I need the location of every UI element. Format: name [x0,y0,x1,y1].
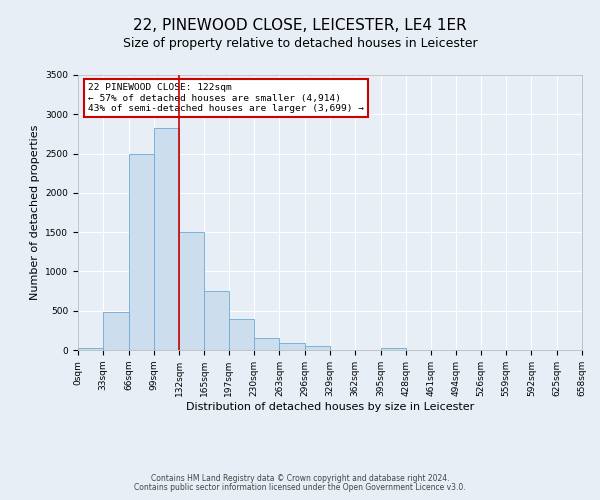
Bar [229,318,254,350]
Bar [205,291,229,350]
Bar [78,348,103,350]
Y-axis label: Number of detached properties: Number of detached properties [30,125,40,300]
Bar [154,128,179,350]
Bar [380,348,406,350]
Bar [103,312,128,350]
Text: Contains HM Land Registry data © Crown copyright and database right 2024.: Contains HM Land Registry data © Crown c… [151,474,449,483]
Bar [128,154,154,350]
Text: Contains public sector information licensed under the Open Government Licence v3: Contains public sector information licen… [134,483,466,492]
Text: 22 PINEWOOD CLOSE: 122sqm
← 57% of detached houses are smaller (4,914)
43% of se: 22 PINEWOOD CLOSE: 122sqm ← 57% of detac… [88,83,364,113]
Text: 22, PINEWOOD CLOSE, LEICESTER, LE4 1ER: 22, PINEWOOD CLOSE, LEICESTER, LE4 1ER [133,18,467,32]
Bar [280,343,305,350]
Bar [254,338,280,350]
Bar [305,346,330,350]
Bar [179,232,205,350]
Text: Size of property relative to detached houses in Leicester: Size of property relative to detached ho… [122,38,478,51]
X-axis label: Distribution of detached houses by size in Leicester: Distribution of detached houses by size … [186,402,474,411]
